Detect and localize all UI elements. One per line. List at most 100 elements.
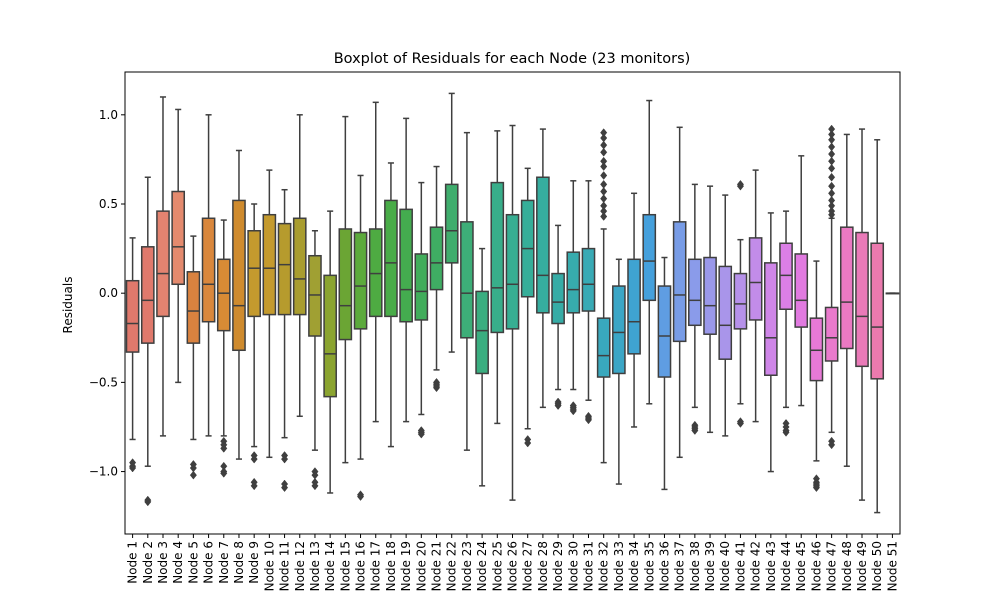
x-tick-label: Node 42 — [749, 541, 763, 591]
box-group — [429, 165, 444, 393]
outlier-point — [281, 454, 289, 464]
box-group — [201, 114, 216, 437]
outlier-point — [600, 133, 608, 143]
x-tick-label: Node 33 — [612, 541, 626, 591]
box-group — [475, 247, 489, 487]
box-group — [353, 174, 368, 501]
x-tick-label: Node 46 — [809, 541, 823, 591]
box-group — [414, 181, 429, 439]
outlier-point — [600, 140, 608, 150]
box-group — [581, 180, 596, 425]
box-group — [140, 176, 155, 507]
box — [581, 247, 596, 312]
box-group — [232, 149, 246, 460]
box-group — [171, 108, 186, 384]
box-group — [672, 126, 687, 459]
outlier-point — [828, 130, 836, 139]
x-tick-label: Node 21 — [430, 541, 444, 591]
box-group — [520, 167, 535, 448]
box-group — [125, 237, 140, 473]
box-group — [186, 235, 201, 480]
outlier-point — [600, 156, 608, 166]
outlier-point — [600, 194, 608, 204]
outlier-point — [828, 201, 836, 211]
x-tick-label: Node 14 — [323, 541, 337, 591]
x-tick-label: Node 39 — [703, 541, 717, 591]
box-group — [551, 224, 565, 410]
x-tick-label: Node 17 — [369, 541, 383, 591]
box-group — [733, 179, 748, 428]
outlier-point — [828, 156, 836, 166]
x-tick-label: Node 15 — [338, 541, 352, 591]
x-tick-label: Node 47 — [825, 541, 839, 591]
box-group — [323, 210, 337, 494]
box — [414, 253, 429, 321]
y-tick-label: −0.5 — [89, 375, 118, 389]
box-group — [368, 101, 383, 423]
outlier-point — [220, 468, 228, 478]
box-group — [748, 169, 763, 423]
outlier-point — [691, 426, 699, 435]
box-group — [809, 260, 824, 493]
outlier-point — [569, 406, 577, 416]
x-tick-label: Node 5 — [186, 541, 200, 584]
x-tick-label: Node 6 — [202, 541, 216, 584]
x-tick-label: Node 32 — [597, 541, 611, 591]
box — [125, 279, 140, 353]
box-group — [703, 185, 717, 434]
box — [399, 208, 413, 323]
x-tick-label: Node 7 — [217, 541, 231, 584]
x-tick-label: Node 51 — [885, 541, 899, 591]
outlier-point — [600, 171, 608, 180]
y-tick-label: 0.5 — [99, 197, 118, 211]
outlier-point — [144, 497, 152, 507]
x-tick-label: Node 44 — [779, 541, 793, 591]
box — [505, 213, 520, 330]
box-group — [399, 117, 413, 423]
x-tick-label: Node 19 — [399, 541, 413, 591]
y-axis-label: Residuals — [61, 277, 75, 334]
y-tick-label: 1.0 — [99, 108, 118, 122]
x-tick-label: Node 35 — [642, 541, 656, 591]
box — [855, 231, 869, 368]
chart-title: Boxplot of Residuals for each Node (23 m… — [334, 51, 691, 67]
box-group — [490, 130, 505, 425]
outlier-point — [736, 179, 744, 189]
box-group — [718, 194, 733, 437]
box — [824, 306, 839, 362]
box-group — [870, 139, 885, 514]
outlier-point — [600, 212, 608, 221]
box-group — [566, 180, 581, 416]
box — [490, 181, 505, 334]
outlier-point — [129, 463, 137, 473]
box-group — [247, 203, 261, 491]
box — [323, 274, 337, 398]
box-group — [657, 256, 672, 491]
box — [536, 176, 550, 314]
box-group — [764, 212, 778, 473]
outlier-point — [554, 401, 562, 410]
outlier-point — [828, 188, 836, 198]
box-group — [277, 188, 292, 493]
outlier-point — [250, 481, 258, 491]
x-tick-label: Node 12 — [293, 541, 307, 591]
outlier-point — [357, 492, 365, 501]
outlier-point — [524, 438, 532, 448]
x-tick-label: Node 31 — [581, 541, 595, 591]
box-group — [308, 230, 322, 491]
x-tick-label: Node 1 — [126, 541, 140, 584]
y-tick-label: −1.0 — [89, 465, 118, 479]
outlier-point — [812, 483, 820, 493]
x-tick-label: Node 9 — [247, 541, 261, 584]
box — [672, 221, 687, 343]
box — [277, 222, 292, 316]
x-tick-label: Node 45 — [794, 541, 808, 591]
box-group — [688, 183, 702, 435]
box-group — [292, 114, 307, 418]
x-tick-label: Node 41 — [733, 541, 747, 591]
x-tick-label: Node 13 — [308, 541, 322, 591]
box — [247, 230, 261, 318]
x-tick-label: Node 16 — [354, 541, 368, 591]
box — [292, 217, 307, 316]
